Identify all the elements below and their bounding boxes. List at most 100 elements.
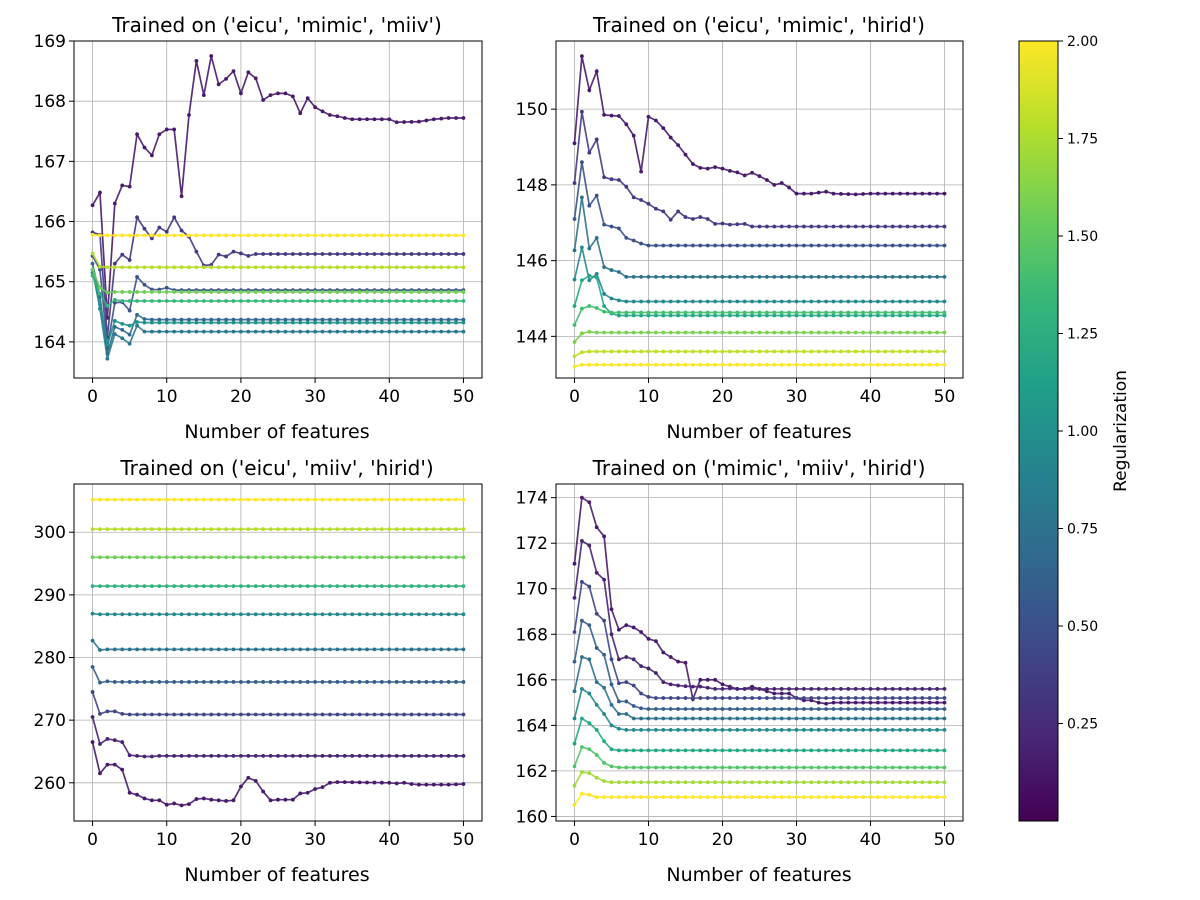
- data-point: [668, 275, 673, 279]
- data-point: [705, 728, 710, 732]
- data-point: [454, 252, 458, 256]
- data-point: [424, 647, 429, 652]
- data-point: [90, 273, 95, 278]
- data-point: [335, 753, 340, 758]
- series-reg-0.05: [90, 54, 466, 320]
- data-point: [861, 765, 865, 770]
- data-point: [765, 748, 769, 753]
- x-tick-label: 50: [934, 830, 956, 850]
- data-point: [942, 728, 947, 732]
- data-point: [587, 771, 592, 776]
- data-point: [683, 696, 688, 700]
- data-point: [328, 252, 332, 256]
- data-point: [765, 687, 769, 691]
- data-point: [417, 290, 421, 294]
- data-point: [298, 680, 303, 684]
- data-point: [209, 584, 214, 588]
- data-point: [239, 527, 243, 531]
- data-point: [350, 753, 355, 758]
- data-point: [328, 265, 332, 270]
- data-point: [328, 527, 332, 531]
- data-point: [646, 765, 651, 770]
- data-point: [824, 349, 828, 354]
- data-point: [127, 555, 132, 560]
- data-point: [461, 116, 466, 120]
- data-point: [394, 320, 399, 325]
- data-point: [668, 780, 673, 785]
- data-point: [750, 275, 754, 279]
- data-point: [661, 313, 666, 318]
- subplot-eicu-mimic-miiv: Trained on ('eicu', 'mimic', 'miiv') Num…: [34, 13, 483, 443]
- data-point: [120, 233, 125, 238]
- data-point: [253, 584, 258, 588]
- data-point: [305, 712, 310, 717]
- data-point: [861, 716, 865, 721]
- data-point: [779, 181, 784, 185]
- data-point: [261, 712, 266, 717]
- data-point: [602, 577, 606, 582]
- data-point: [898, 716, 902, 721]
- x-tick-label: 20: [230, 387, 252, 407]
- data-point: [209, 299, 214, 303]
- data-point: [691, 748, 695, 753]
- data-point: [683, 152, 688, 157]
- data-point: [898, 728, 902, 732]
- data-point: [105, 265, 110, 270]
- y-tick-label: 174: [516, 489, 548, 509]
- data-point: [283, 91, 288, 96]
- data-point: [942, 243, 947, 248]
- data-point: [387, 320, 392, 325]
- data-point: [787, 687, 791, 691]
- data-point: [935, 687, 939, 691]
- data-point: [379, 290, 384, 294]
- data-point: [580, 245, 584, 250]
- data-point: [898, 313, 902, 318]
- data-point: [402, 527, 407, 531]
- data-point: [750, 349, 754, 354]
- data-point: [290, 94, 295, 99]
- data-point: [446, 233, 451, 238]
- data-point: [157, 233, 162, 238]
- data-point: [839, 700, 843, 705]
- data-point: [328, 584, 332, 588]
- data-point: [305, 555, 310, 560]
- data-point: [905, 780, 910, 785]
- data-point: [461, 317, 466, 322]
- data-point: [609, 632, 614, 637]
- data-point: [268, 317, 273, 322]
- data-point: [750, 795, 754, 799]
- data-point: [728, 168, 732, 173]
- data-point: [439, 290, 444, 294]
- x-tick-label: 30: [304, 387, 326, 407]
- data-point: [802, 313, 806, 318]
- data-point: [127, 612, 132, 617]
- data-point: [668, 696, 673, 700]
- data-point: [868, 707, 873, 711]
- data-point: [868, 765, 873, 770]
- data-point: [691, 162, 695, 166]
- data-point: [898, 243, 902, 248]
- data-point: [839, 687, 843, 691]
- data-point: [149, 647, 154, 652]
- data-point: [127, 497, 132, 502]
- data-point: [135, 753, 139, 758]
- data-point: [765, 243, 769, 248]
- data-point: [350, 612, 355, 617]
- data-point: [572, 277, 577, 282]
- data-point: [417, 753, 421, 758]
- data-point: [816, 696, 821, 700]
- data-point: [276, 584, 280, 588]
- data-point: [624, 330, 629, 335]
- data-point: [350, 680, 355, 684]
- data-point: [424, 118, 429, 123]
- data-point: [683, 362, 688, 367]
- data-point: [824, 362, 828, 367]
- data-point: [787, 780, 791, 785]
- data-point: [728, 313, 732, 318]
- data-point: [276, 252, 280, 256]
- data-point: [779, 275, 784, 279]
- data-point: [942, 795, 947, 799]
- data-point: [920, 765, 925, 770]
- data-point: [127, 341, 132, 346]
- data-point: [290, 299, 295, 303]
